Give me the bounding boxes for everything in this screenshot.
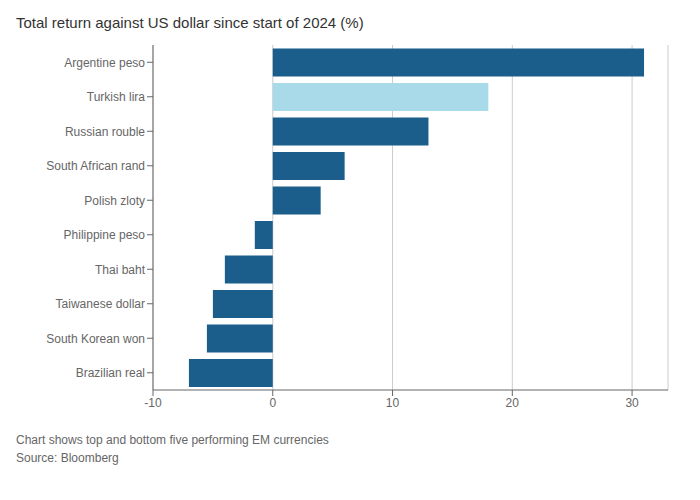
html-text:Source: Bloomberg: Source: Bloomberg — [16, 451, 119, 465]
svg-text:Argentine peso: Argentine peso — [64, 56, 145, 70]
svg-text:Thai baht: Thai baht — [95, 263, 146, 277]
html-text:Chart shows top and bottom fiv: Chart shows top and bottom five performi… — [16, 433, 329, 447]
svg-text:20: 20 — [506, 396, 520, 410]
svg-text:30: 30 — [625, 396, 639, 410]
html-text:Total return against US dollar: Total return against US dollar since sta… — [16, 14, 364, 31]
svg-text:Brazilian real: Brazilian real — [76, 366, 145, 380]
svg-text:South African rand: South African rand — [46, 159, 145, 173]
svg-text:10: 10 — [386, 396, 400, 410]
svg-text:Turkish lira: Turkish lira — [87, 90, 146, 104]
svg-text:Taiwanese dollar: Taiwanese dollar — [56, 297, 145, 311]
svg-text:Polish zloty: Polish zloty — [84, 194, 145, 208]
svg-text:0: 0 — [269, 396, 276, 410]
svg-text:Philippine peso: Philippine peso — [64, 228, 146, 242]
svg-text:Russian rouble: Russian rouble — [65, 125, 145, 139]
svg-text:South Korean won: South Korean won — [46, 332, 145, 346]
svg-text:-10: -10 — [144, 396, 162, 410]
